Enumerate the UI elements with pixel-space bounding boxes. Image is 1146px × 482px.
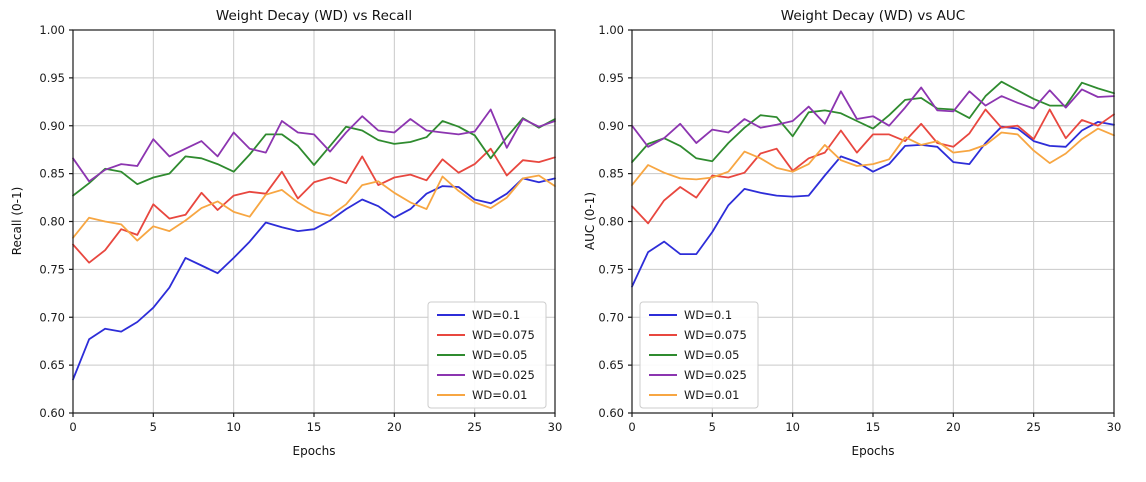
legend-label: WD=0.025 — [684, 368, 747, 382]
y-tick-label: 0.60 — [598, 406, 624, 420]
x-tick-label: 20 — [946, 420, 961, 434]
legend-label: WD=0.01 — [472, 388, 527, 402]
axis-ticks: 0.60 0.65 0.70 0.75 0.80 0.85 0.90 0.95 1.00 0 5 10… — [39, 23, 562, 434]
legend-label: WD=0.1 — [472, 308, 520, 322]
x-tick-label: 0 — [628, 420, 635, 434]
legend-label: WD=0.075 — [684, 328, 747, 342]
legend: WD=0.1 WD=0.075 WD=0.05 WD=0.025 WD=0.01 — [427, 301, 547, 409]
x-tick-label: 15 — [307, 420, 322, 434]
series-line-WD=0.05 — [631, 80, 1115, 164]
series-line-WD=0.1 — [631, 121, 1115, 288]
legend-label: WD=0.05 — [472, 348, 527, 362]
y-tick-label: 0.60 — [39, 406, 65, 420]
plot-canvas: 0.60 0.65 0.70 0.75 0.80 0.85 0.90 0.95 1.00 0 5 10… — [39, 23, 562, 434]
series-group — [631, 80, 1115, 288]
x-tick-label: 20 — [387, 420, 402, 434]
legend-label: WD=0.01 — [684, 388, 739, 402]
legend-box — [427, 301, 547, 409]
x-tick-label: 0 — [69, 420, 76, 434]
y-tick-label: 0.75 — [598, 262, 624, 276]
y-tick-label: 0.75 — [39, 262, 65, 276]
y-tick-label: 0.70 — [598, 310, 624, 324]
x-tick-label: 30 — [1107, 420, 1122, 434]
y-tick-label: 0.80 — [598, 215, 624, 229]
x-tick-label: 25 — [1026, 420, 1041, 434]
x-tick-label: 15 — [866, 420, 881, 434]
y-tick-label: 0.90 — [598, 119, 624, 133]
y-tick-label: 1.00 — [39, 23, 65, 37]
y-tick-label: 0.95 — [598, 71, 624, 85]
x-tick-label: 10 — [226, 420, 241, 434]
y-tick-label: 0.80 — [39, 215, 65, 229]
chart-title: Weight Decay (WD) vs Recall — [215, 8, 413, 24]
series-line-WD=0.075 — [631, 108, 1115, 225]
x-axis-label: Epochs — [292, 444, 336, 458]
plot-canvas: 0.60 0.65 0.70 0.75 0.80 0.85 0.90 0.95 1.00 0 5 10… — [598, 23, 1121, 434]
y-tick-label: 0.90 — [39, 119, 65, 133]
axis-ticks: 0.60 0.65 0.70 0.75 0.80 0.85 0.90 0.95 1.00 0 5 10… — [598, 23, 1121, 434]
series-line-WD=0.01 — [72, 174, 556, 242]
y-tick-label: 0.95 — [39, 71, 65, 85]
y-tick-label: 0.85 — [39, 167, 65, 181]
series-line-WD=0.05 — [72, 117, 556, 197]
series-line-WD=0.025 — [631, 86, 1115, 148]
series-line-WD=0.01 — [631, 127, 1115, 187]
x-tick-label: 30 — [548, 420, 563, 434]
y-tick-label: 1.00 — [598, 23, 624, 37]
series-group — [72, 108, 556, 381]
legend-label: WD=0.025 — [472, 368, 535, 382]
chart-title: Weight Decay (WD) vs AUC — [780, 8, 966, 24]
y-tick-label: 0.70 — [39, 310, 65, 324]
x-axis-label: Epochs — [851, 444, 895, 458]
y-tick-label: 0.85 — [598, 167, 624, 181]
legend: WD=0.1 WD=0.075 WD=0.05 WD=0.025 WD=0.01 — [639, 301, 759, 409]
x-tick-label: 10 — [785, 420, 800, 434]
x-tick-label: 25 — [467, 420, 482, 434]
x-tick-label: 5 — [150, 420, 157, 434]
y-tick-label: 0.65 — [598, 358, 624, 372]
chart-recall: Weight Decay (WD) vs Recall Recall (0-1)… — [10, 8, 562, 458]
legend-label: WD=0.1 — [684, 308, 732, 322]
legend-box — [639, 301, 759, 409]
chart-auc: Weight Decay (WD) vs AUC AUC (0-1) Epoch… — [573, 0, 1146, 482]
series-line-WD=0.1 — [72, 177, 556, 381]
series-line-WD=0.075 — [72, 147, 556, 264]
y-tick-label: 0.65 — [39, 358, 65, 372]
x-tick-label: 5 — [709, 420, 716, 434]
legend-label: WD=0.05 — [684, 348, 739, 362]
series-line-WD=0.025 — [72, 108, 556, 183]
legend-label: WD=0.075 — [472, 328, 535, 342]
